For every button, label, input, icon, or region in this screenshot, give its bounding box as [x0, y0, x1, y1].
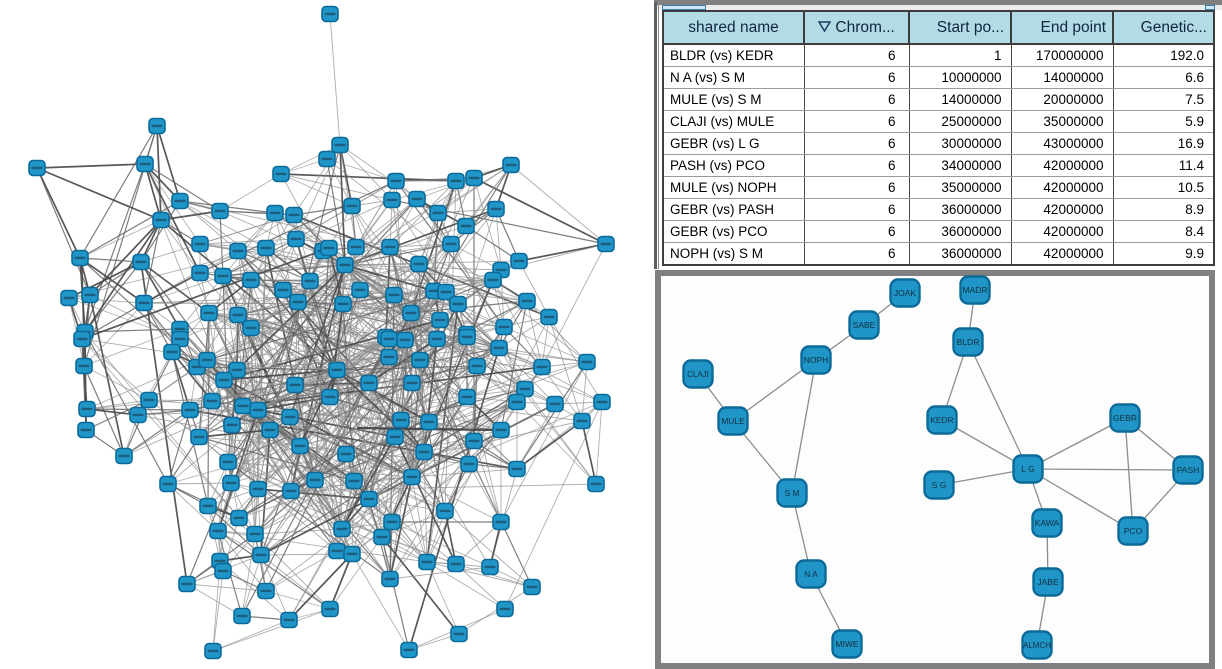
- svg-text:S M: S M: [784, 488, 799, 498]
- svg-text:GEBR: GEBR: [1113, 413, 1137, 423]
- svg-text:JOAK: JOAK: [894, 288, 917, 298]
- svg-text:MULE: MULE: [721, 416, 745, 426]
- svg-text:MADR: MADR: [962, 285, 987, 295]
- svg-text:KAWA: KAWA: [1035, 518, 1060, 528]
- svg-text:BLDR: BLDR: [957, 337, 980, 347]
- svg-text:PASH: PASH: [1177, 465, 1200, 475]
- svg-text:NOPH: NOPH: [804, 355, 829, 365]
- svg-text:SABE: SABE: [853, 320, 876, 330]
- svg-text:N A: N A: [804, 569, 818, 579]
- svg-text:ALMCH: ALMCH: [1023, 641, 1051, 650]
- svg-text:JABE: JABE: [1037, 577, 1059, 587]
- svg-text:S G: S G: [932, 480, 947, 490]
- svg-text:KEDR: KEDR: [930, 415, 954, 425]
- svg-text:MIWE: MIWE: [835, 639, 858, 649]
- svg-text:CLAJI: CLAJI: [687, 370, 709, 379]
- svg-text:PCO: PCO: [1124, 526, 1143, 536]
- svg-text:L G: L G: [1021, 464, 1034, 474]
